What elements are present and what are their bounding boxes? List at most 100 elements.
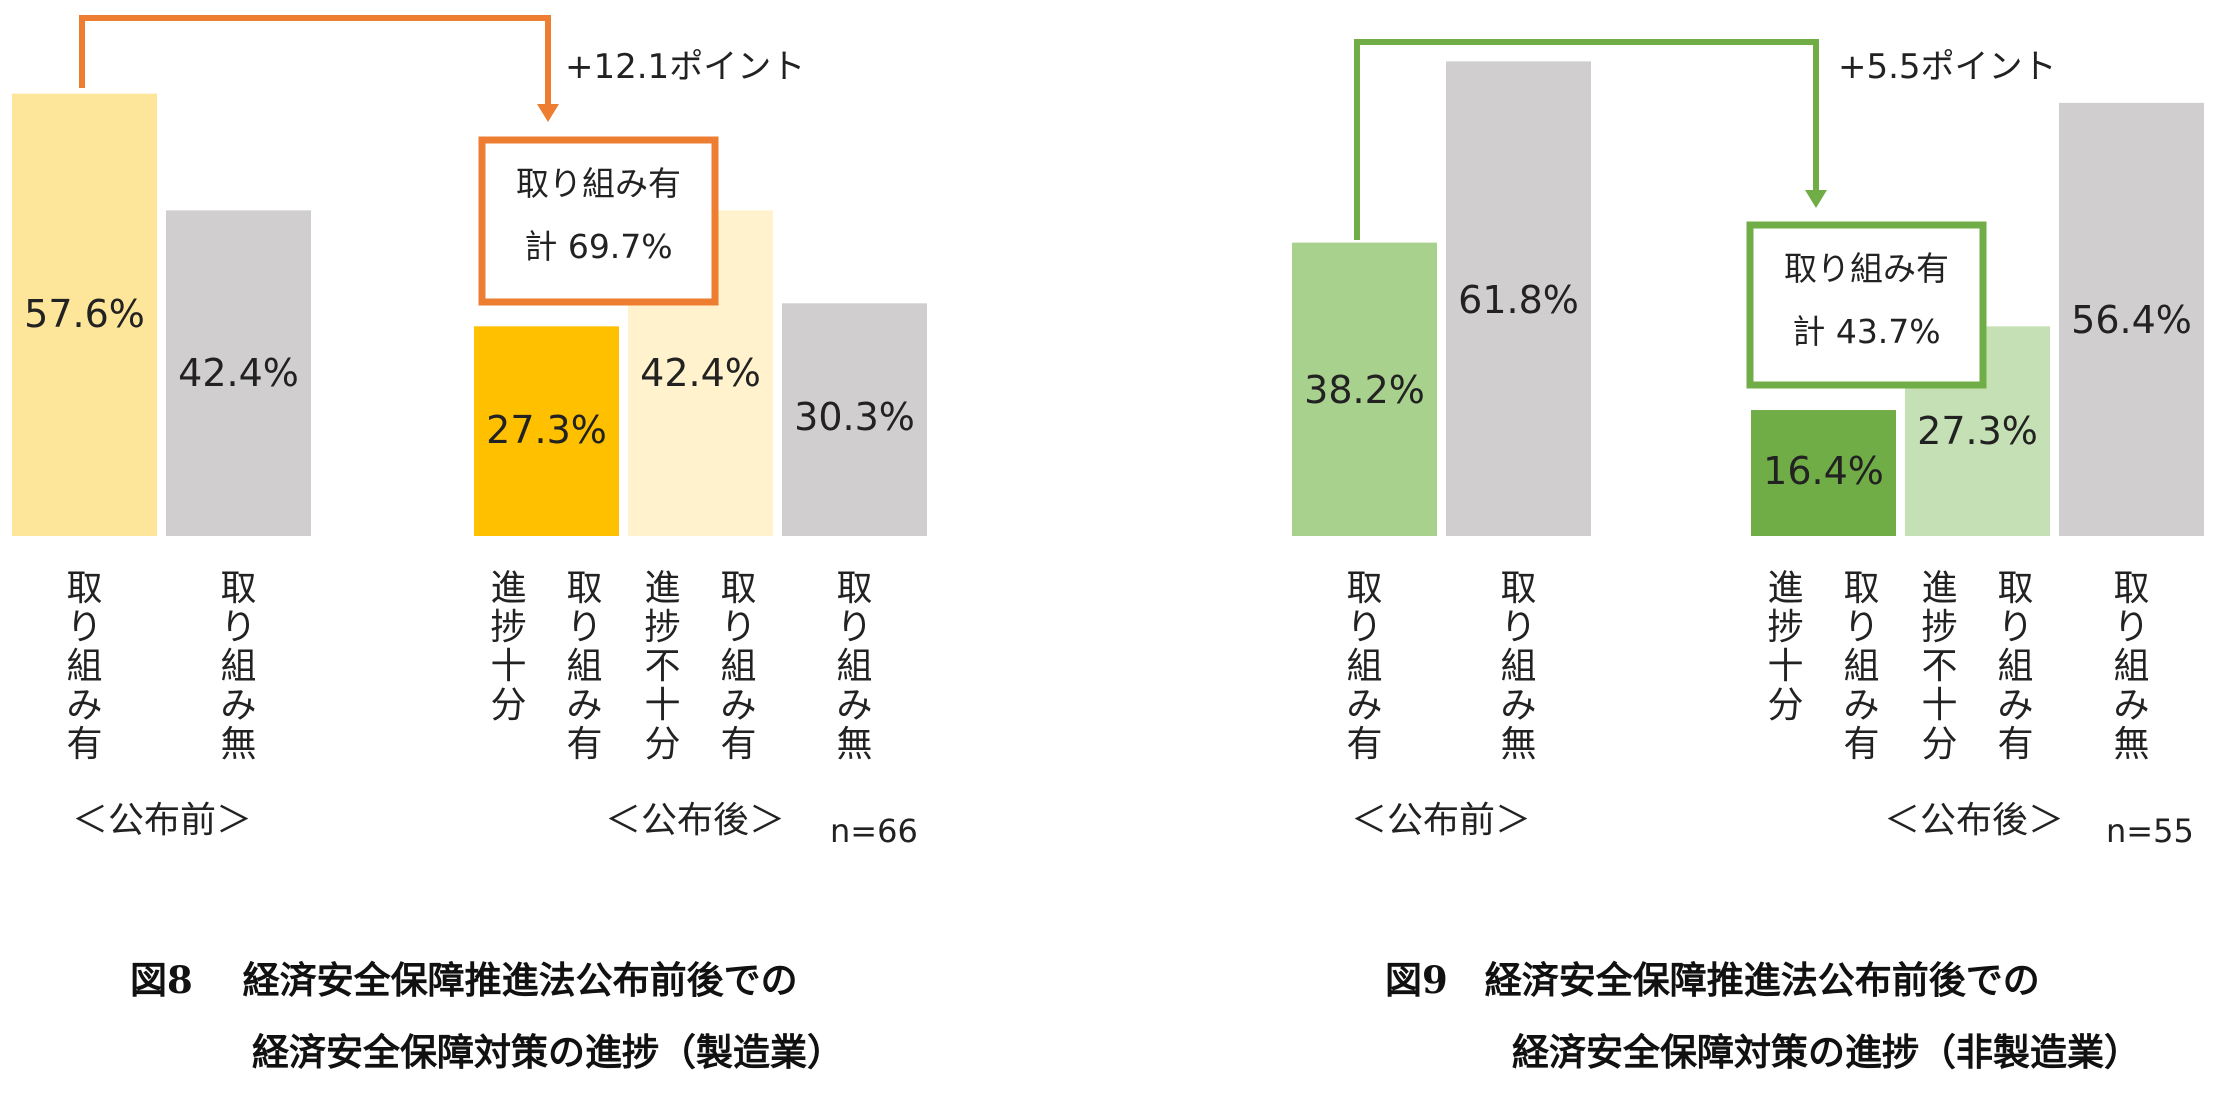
category-char: り bbox=[2113, 607, 2149, 648]
category-char: 進 bbox=[490, 568, 526, 609]
category-char: 取 bbox=[220, 568, 256, 609]
data-label: 27.3% bbox=[486, 408, 607, 452]
category-char: 組 bbox=[1500, 646, 1536, 687]
category-char: み bbox=[566, 685, 602, 726]
total-box bbox=[478, 136, 719, 306]
caption-line1: 図9 経済安全保障推進法公布前後での bbox=[1385, 958, 2040, 1002]
total-box-line1: 取り組み有 bbox=[516, 164, 681, 203]
category-char: 取 bbox=[1500, 568, 1536, 609]
caption-line2: 経済安全保障対策の進捗（製造業） bbox=[252, 1030, 844, 1074]
data-label: 42.4% bbox=[178, 351, 299, 395]
category-char: り bbox=[1346, 607, 1382, 648]
group-label: ＜公布後＞ bbox=[1884, 800, 2064, 841]
category-char: 組 bbox=[2113, 646, 2149, 687]
category-char: 無 bbox=[836, 724, 872, 765]
category-char: り bbox=[1500, 607, 1536, 648]
category-char: み bbox=[2113, 685, 2149, 726]
data-label: 38.2% bbox=[1304, 368, 1425, 412]
category-char: 無 bbox=[2113, 724, 2149, 765]
bar bbox=[2059, 102, 2204, 537]
category-char: 組 bbox=[220, 646, 256, 687]
data-label: 42.4% bbox=[640, 351, 761, 395]
category-char: 取 bbox=[1843, 568, 1879, 609]
category-char: り bbox=[1997, 607, 2033, 648]
category-char: 分 bbox=[1921, 724, 1957, 765]
data-label: 61.8% bbox=[1458, 278, 1579, 322]
category-char: 組 bbox=[1843, 646, 1879, 687]
category-label: 取り組み無 bbox=[764, 568, 944, 609]
category-char: り bbox=[566, 607, 602, 648]
category-char: 無 bbox=[220, 724, 256, 765]
category-label: 取り組み無 bbox=[148, 568, 328, 609]
category-char: 取 bbox=[1346, 568, 1382, 609]
category-char: 取 bbox=[720, 568, 756, 609]
category-char: 分 bbox=[1767, 685, 1803, 726]
category-char: り bbox=[720, 607, 756, 648]
data-label: 57.6% bbox=[24, 292, 145, 336]
category-char: 取 bbox=[66, 568, 102, 609]
category-char: み bbox=[1500, 685, 1536, 726]
caption-line2: 経済安全保障対策の進捗（非製造業） bbox=[1512, 1030, 2141, 1074]
data-label: 27.3% bbox=[1917, 409, 2038, 453]
total-box bbox=[1746, 221, 1987, 389]
group-label: ＜公布前＞ bbox=[1351, 800, 1531, 841]
category-char: 取 bbox=[2113, 568, 2149, 609]
category-char: 十 bbox=[1921, 685, 1957, 726]
category-char: 捗 bbox=[644, 607, 680, 648]
category-char: 有 bbox=[720, 724, 756, 765]
n-label: n=66 bbox=[830, 812, 918, 850]
category-label: 取り組み無 bbox=[2041, 568, 2221, 609]
category-char: 組 bbox=[66, 646, 102, 687]
category-char: 十 bbox=[644, 685, 680, 726]
data-label: 16.4% bbox=[1763, 449, 1884, 493]
category-char: 不 bbox=[644, 646, 680, 687]
data-label: 30.3% bbox=[794, 395, 915, 439]
chart-2: 38.2%取り組み有取り組み有61.8%取り組み無取り組み無＜公布前＞16.4%… bbox=[1292, 39, 2221, 1074]
chart-1: 57.6%取り組み有取り組み有42.4%取り組み無取り組み無＜公布前＞27.3%… bbox=[12, 15, 944, 1074]
category-char: 捗 bbox=[1767, 607, 1803, 648]
category-char: り bbox=[1843, 607, 1879, 648]
category-char: 取 bbox=[836, 568, 872, 609]
category-char: み bbox=[836, 685, 872, 726]
change-arrow-head bbox=[537, 104, 559, 122]
total-box-line1: 取り組み有 bbox=[1784, 249, 1949, 288]
group-label: ＜公布前＞ bbox=[72, 800, 252, 841]
category-char: み bbox=[720, 685, 756, 726]
category-char: 分 bbox=[644, 724, 680, 765]
n-label: n=55 bbox=[2106, 812, 2194, 850]
category-char: 組 bbox=[836, 646, 872, 687]
category-char: 進 bbox=[1921, 568, 1957, 609]
change-arrow bbox=[79, 15, 551, 108]
bar bbox=[166, 210, 311, 537]
bar bbox=[12, 93, 157, 536]
category-char: 無 bbox=[1500, 724, 1536, 765]
category-char: み bbox=[1843, 685, 1879, 726]
category-char: 組 bbox=[566, 646, 602, 687]
bar bbox=[1751, 410, 1896, 536]
category-char: 有 bbox=[566, 724, 602, 765]
category-char: 分 bbox=[490, 685, 526, 726]
caption-line1: 図8 経済安全保障推進法公布前後での bbox=[130, 958, 798, 1002]
category-char: 十 bbox=[1767, 646, 1803, 687]
category-char: 進 bbox=[1767, 568, 1803, 609]
category-char: 捗 bbox=[490, 607, 526, 648]
category-char: り bbox=[836, 607, 872, 648]
category-char: 取 bbox=[566, 568, 602, 609]
category-char: み bbox=[1346, 685, 1382, 726]
total-box-line2: 計 43.7% bbox=[1792, 312, 1940, 351]
category-char: 取 bbox=[1997, 568, 2033, 609]
category-label: 取り組み無 bbox=[1428, 568, 1608, 609]
category-char: 十 bbox=[490, 646, 526, 687]
bar bbox=[474, 326, 619, 536]
bar bbox=[782, 303, 927, 536]
change-arrow-head bbox=[1805, 190, 1827, 208]
group-label: ＜公布後＞ bbox=[605, 800, 785, 841]
category-char: 不 bbox=[1921, 646, 1957, 687]
bar bbox=[1292, 242, 1437, 536]
category-char: 捗 bbox=[1921, 607, 1957, 648]
category-char: み bbox=[220, 685, 256, 726]
change-arrow bbox=[1354, 39, 1819, 240]
category-char: み bbox=[66, 685, 102, 726]
category-char: 有 bbox=[1346, 724, 1382, 765]
